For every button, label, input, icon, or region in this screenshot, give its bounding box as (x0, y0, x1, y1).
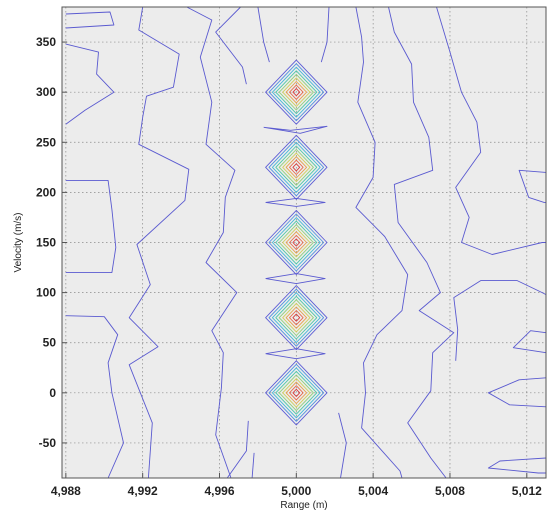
y-tick-label: 100 (36, 286, 56, 300)
peak-contour (268, 213, 325, 272)
peak-contour (292, 88, 301, 97)
contour-line (338, 412, 347, 479)
contour-line (265, 348, 326, 360)
y-tick-label: 300 (36, 85, 56, 99)
contour-line (265, 197, 326, 207)
contour-line (257, 6, 270, 63)
x-tick-label: 5,012 (512, 484, 542, 498)
peak-contour (265, 360, 328, 426)
contour-line (453, 280, 547, 361)
peak-contour (275, 370, 318, 415)
peak-contour (278, 224, 314, 261)
peak-contour (278, 73, 314, 111)
peak-contour (282, 302, 311, 333)
peak-contour (271, 66, 321, 118)
peak-contour (268, 63, 325, 122)
contour-line (512, 330, 547, 354)
contour-line (355, 6, 409, 479)
peak-contour (275, 295, 318, 340)
contour-line (65, 179, 117, 274)
contour-line (186, 6, 238, 479)
peak-contour (282, 227, 311, 258)
contour-line (263, 125, 328, 134)
peak-contour (265, 209, 328, 276)
x-tick-label: 5,000 (281, 484, 311, 498)
peak-contour (292, 313, 301, 322)
peak-contour (285, 81, 308, 104)
peak-contour (275, 220, 318, 265)
peak-contour (285, 381, 308, 404)
peak-contour (278, 149, 314, 186)
x-tick-label: 5,008 (435, 484, 465, 498)
peak-contour (285, 231, 308, 254)
x-tick-label: 4,988 (51, 484, 81, 498)
peak-contour (282, 152, 311, 183)
contour-line (487, 457, 547, 474)
peak-contour (289, 84, 304, 100)
y-tick-label: -50 (39, 436, 57, 450)
y-axis-label: Velocity (m/s) (13, 212, 24, 272)
peak-contour (271, 217, 321, 268)
peak-contour (275, 70, 318, 115)
peak-contour (285, 156, 308, 179)
contour-line (65, 11, 115, 29)
peak-contour (292, 163, 301, 172)
contour-line (65, 315, 124, 479)
x-tick-label: 5,004 (358, 484, 388, 498)
peak-contour (271, 141, 321, 193)
peak-contour (292, 388, 301, 397)
contour-line (487, 377, 547, 408)
peak-contour (265, 285, 328, 351)
peak-contour (282, 378, 311, 408)
peak-contour (285, 306, 308, 329)
peak-contour (265, 59, 328, 125)
peak-contour (278, 374, 314, 412)
peak-contour (289, 159, 304, 175)
contour-line (65, 43, 115, 125)
contour-line (320, 6, 330, 63)
peak-contour (282, 77, 311, 107)
peak-contour (289, 234, 304, 251)
peak-contour (268, 138, 325, 197)
peak-contour (289, 310, 304, 326)
y-tick-label: 250 (36, 135, 56, 149)
contour-line (388, 6, 455, 479)
peak-contour (268, 363, 325, 422)
x-axis-ticks: 4,988 4,992 4,996 5,000 5,004 5,008 5,012 (51, 473, 542, 498)
contour-lines (65, 6, 547, 479)
peak-contour (271, 292, 321, 344)
peak-contour (289, 385, 304, 401)
contour-line (215, 6, 247, 85)
contour-line (128, 6, 190, 479)
y-tick-label: 0 (49, 386, 56, 400)
peak-contour (278, 299, 314, 336)
peak-contour (265, 134, 328, 200)
x-tick-label: 4,996 (204, 484, 234, 498)
peak-contour (268, 288, 325, 347)
x-axis-label: Range (m) (280, 500, 327, 511)
contour-line (265, 273, 326, 285)
contour-line (226, 420, 249, 479)
peak-contour (275, 145, 318, 190)
contour-line (518, 169, 547, 203)
x-tick-label: 4,992 (128, 484, 158, 498)
contour-line (251, 452, 255, 479)
contour-line (436, 6, 546, 255)
y-tick-label: 350 (36, 35, 56, 49)
y-axis-ticks: -50 0 50 100 150 200 250 300 350 (36, 35, 67, 450)
y-tick-label: 200 (36, 185, 56, 199)
y-tick-label: 150 (36, 236, 56, 250)
peak-contour (271, 367, 321, 419)
peak-contour (292, 238, 301, 247)
y-tick-label: 50 (43, 336, 57, 350)
